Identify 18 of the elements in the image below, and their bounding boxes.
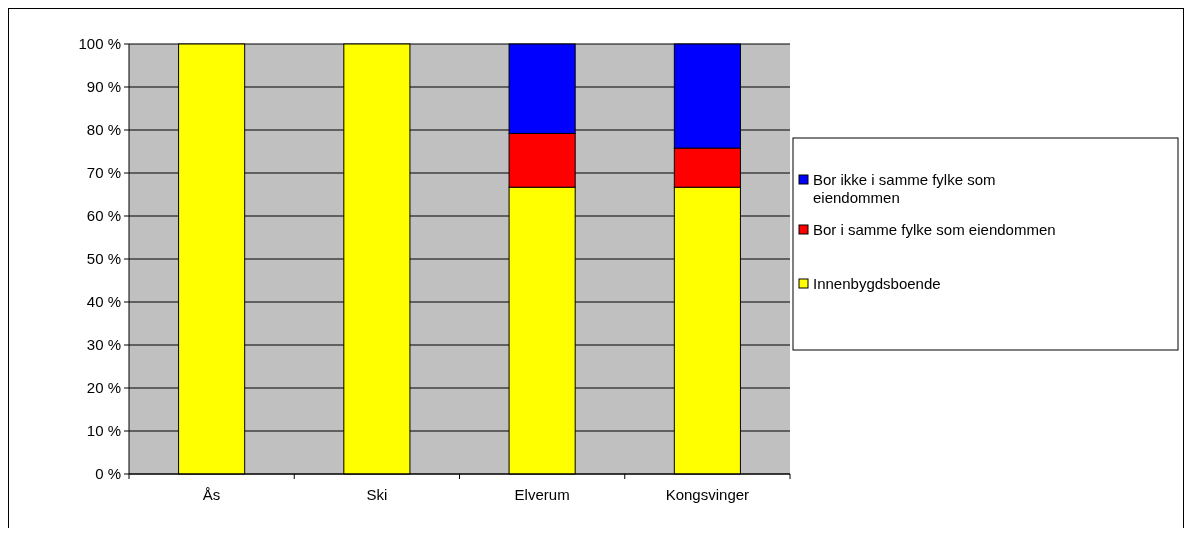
y-tick-label: 80 % bbox=[86, 121, 121, 139]
y-tick-label: 60 % bbox=[86, 207, 121, 225]
legend-label: Innenbygdsboende bbox=[813, 275, 941, 293]
legend-label: Bor ikke i samme fylke som eiendommen bbox=[813, 171, 996, 207]
x-tick-label: Kongsvinger bbox=[665, 486, 750, 503]
y-tick-label: 100 % bbox=[78, 35, 121, 53]
y-tick-label: 10 % bbox=[86, 422, 121, 440]
y-tick-label: 90 % bbox=[86, 78, 121, 96]
y-tick-label: 30 % bbox=[86, 336, 121, 354]
x-tick-label: Ås bbox=[202, 486, 221, 503]
y-tick-label: 40 % bbox=[86, 293, 121, 311]
y-tick-label: 20 % bbox=[86, 379, 121, 397]
y-tick-label: 0 % bbox=[95, 465, 121, 483]
y-tick-label: 50 % bbox=[86, 250, 121, 268]
x-tick-label: Ski bbox=[366, 486, 388, 503]
legend-label: Bor i samme fylke som eiendommen bbox=[813, 221, 1056, 239]
x-tick-label: Elverum bbox=[514, 486, 570, 503]
y-tick-label: 70 % bbox=[86, 164, 121, 182]
